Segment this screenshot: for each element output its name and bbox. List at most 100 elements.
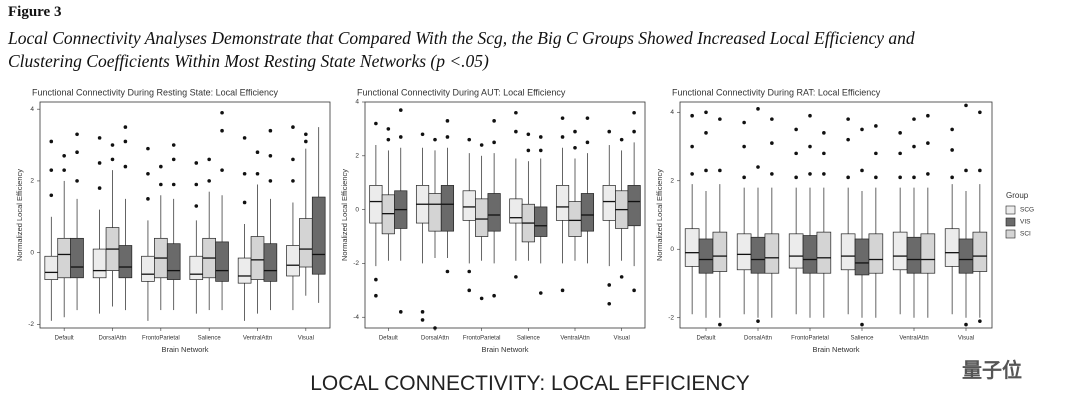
chart-title: Functional Connectivity During RAT: Loca… [672, 87, 881, 97]
x-tick-label: Salience [198, 336, 222, 342]
outlier [194, 182, 199, 187]
outlier [110, 143, 115, 147]
x-tick-label: VentralAttn [560, 336, 589, 342]
box [250, 236, 265, 280]
outlier [912, 144, 916, 149]
outlier [75, 179, 79, 183]
outlier [874, 124, 878, 128]
outlier [492, 293, 496, 298]
outlier [242, 136, 247, 140]
outlier [220, 110, 224, 115]
outlier [467, 269, 472, 274]
outlier [538, 148, 543, 153]
outlier [573, 145, 577, 150]
outlier [978, 168, 982, 173]
chart-title: Functional Connectivity During AUT: Loca… [357, 87, 566, 97]
box [475, 198, 489, 237]
outlier [49, 193, 54, 198]
outlier [794, 151, 798, 156]
outlier [690, 172, 694, 176]
outlier [242, 200, 247, 205]
box [141, 255, 155, 282]
y-axis-label: Normalized Local Efficiency [340, 169, 349, 261]
outlier [690, 113, 694, 118]
x-axis-label: Brain Network [161, 345, 208, 354]
outlier [123, 164, 128, 169]
outlier [704, 110, 708, 115]
outlier [846, 117, 850, 121]
outlier [573, 129, 577, 134]
box [286, 245, 300, 277]
x-axis-label: Brain Network [481, 345, 528, 354]
outlier [742, 144, 746, 149]
outlier [964, 103, 968, 108]
y-tick-label: 2 [670, 177, 674, 184]
outlier [492, 119, 496, 123]
outlier [794, 127, 798, 132]
box [440, 185, 455, 232]
figure-label: Figure 3 [8, 4, 62, 20]
outlier [514, 129, 518, 134]
outlier [97, 161, 102, 165]
outlier [607, 283, 612, 287]
box [299, 218, 313, 268]
outlier [526, 132, 531, 137]
outlier [386, 137, 391, 142]
legend-label: VIS [1020, 219, 1031, 226]
outlier [97, 136, 102, 140]
x-tick-label: Default [379, 336, 398, 342]
outlier [718, 168, 722, 173]
outlier [860, 127, 864, 132]
box [750, 236, 766, 274]
outlier [433, 326, 437, 330]
box [189, 255, 204, 280]
x-tick-label: DorsalAttn [98, 336, 126, 342]
outlier [950, 127, 954, 132]
x-tick-label: Salience [517, 336, 541, 342]
outlier [146, 171, 150, 176]
x-tick-label: Visual [958, 336, 974, 342]
box [854, 238, 870, 276]
y-tick-label: -2 [668, 314, 674, 321]
x-tick-label: FrontoParietal [142, 336, 180, 342]
outlier [538, 135, 543, 139]
legend-swatch [1005, 217, 1016, 227]
box [972, 231, 988, 272]
outlier [912, 117, 916, 121]
x-tick-label: DorsalAttn [421, 336, 449, 342]
outlier [171, 143, 176, 147]
box [534, 206, 548, 237]
box [892, 231, 908, 271]
footer: LOCAL CONNECTIVITY: LOCAL EFFICIENCY [310, 372, 750, 395]
outlier [514, 110, 518, 115]
box [906, 236, 922, 274]
box [627, 185, 641, 227]
outlier [964, 322, 968, 327]
outlier [756, 319, 760, 323]
plot-frame [39, 101, 331, 329]
box [602, 185, 616, 221]
box [70, 237, 84, 279]
outlier [756, 107, 760, 111]
outlier [926, 113, 930, 118]
outlier [255, 171, 260, 176]
outlier [420, 132, 425, 137]
legend-label: SCI [1020, 231, 1031, 238]
outlier [492, 140, 496, 145]
outlier [194, 204, 199, 208]
y-tick-label: 4 [30, 106, 34, 113]
y-tick-label: -2 [353, 260, 359, 267]
outlier [585, 116, 590, 120]
outlier [718, 322, 722, 327]
outlier [220, 128, 224, 133]
outlier [808, 172, 812, 176]
outlier [822, 131, 826, 135]
box [764, 233, 780, 274]
box [580, 193, 595, 232]
x-tick-label: Default [696, 336, 715, 342]
box [311, 196, 326, 275]
outlier [950, 148, 954, 152]
outlier [75, 132, 79, 137]
